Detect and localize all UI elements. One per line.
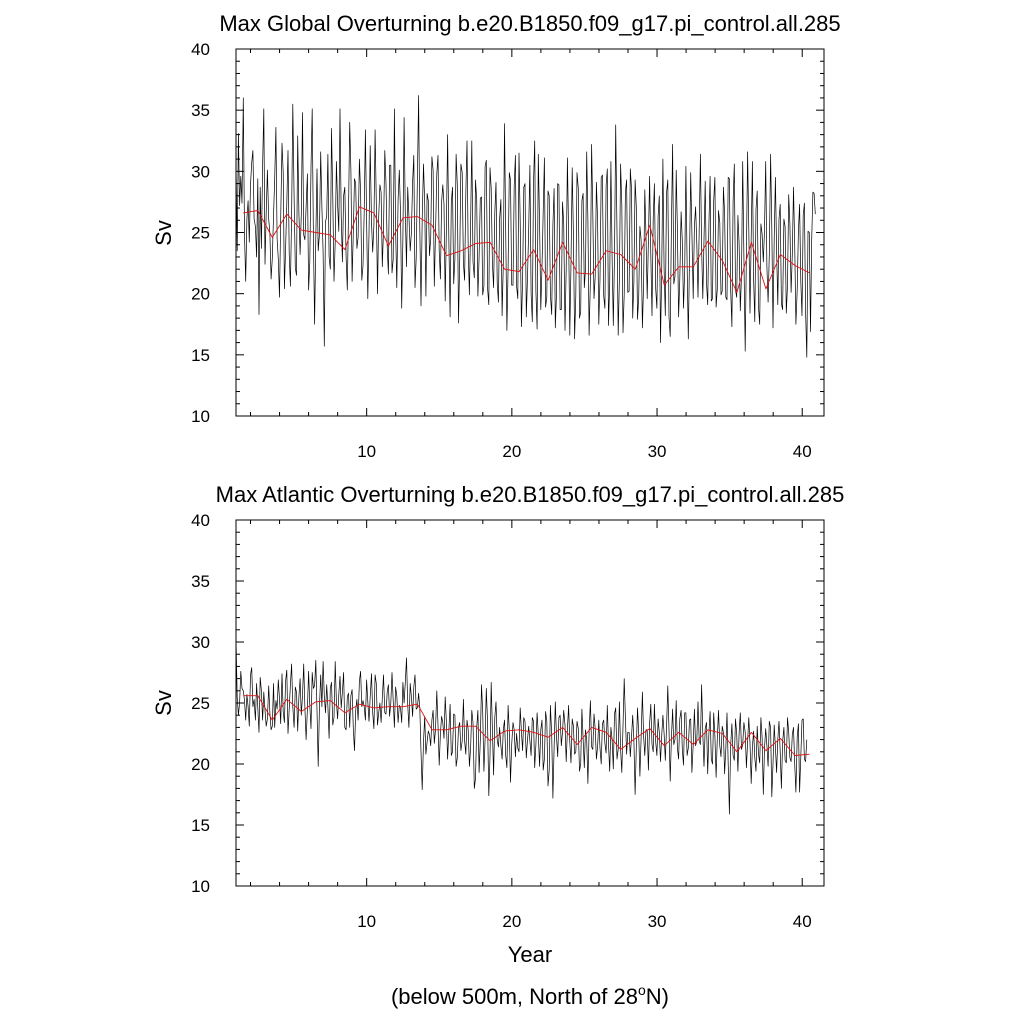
x-tick-labels-global: 10 20 30 40 [357, 442, 811, 461]
y-tick-label: 20 [191, 755, 210, 774]
y-tick-label: 15 [191, 816, 210, 835]
global-overturning-panel: Max Global Overturning b.e20.B1850.f09_g… [151, 11, 841, 461]
y-tick-label: 10 [191, 877, 210, 896]
y-tick-label: 10 [191, 407, 210, 426]
y-tick-label: 25 [191, 224, 210, 243]
series-lines-global [235, 95, 816, 358]
y-tick-label: 40 [191, 40, 210, 59]
y-axis-label-atlantic: Sv [151, 690, 176, 716]
y-tick-label: 30 [191, 633, 210, 652]
x-tick-label: 40 [793, 442, 812, 461]
y-tick-label: 40 [191, 511, 210, 530]
chart-title-global: Max Global Overturning b.e20.B1850.f09_g… [219, 11, 840, 36]
x-tick-label: 10 [357, 912, 376, 931]
x-tick-label: 40 [793, 912, 812, 931]
y-tick-labels-global: 10 15 20 25 30 35 40 [191, 40, 210, 426]
annual-mean-line [243, 695, 810, 756]
plot-frame-atlantic [235, 519, 825, 887]
y-axis-label-global: Sv [151, 220, 176, 246]
y-tick-label: 35 [191, 101, 210, 120]
tick-marks-atlantic [236, 519, 824, 887]
x-axis-label: Year [508, 942, 552, 967]
x-tick-label: 20 [502, 442, 521, 461]
y-tick-label: 30 [191, 162, 210, 181]
chart-title-atlantic: Max Atlantic Overturning b.e20.B1850.f09… [216, 482, 845, 507]
x-tick-label: 20 [502, 912, 521, 931]
series-lines-atlantic [235, 637, 810, 815]
footnote-text-end: N) [646, 984, 669, 1009]
monthly-series-line [235, 637, 808, 815]
monthly-series-line [235, 95, 816, 358]
y-tick-label: 35 [191, 572, 210, 591]
annual-mean-line [243, 206, 810, 293]
x-tick-label: 10 [357, 442, 376, 461]
degree-superscript: o [638, 982, 646, 998]
y-tick-label: 20 [191, 285, 210, 304]
footnote: (below 500m, North of 28oN) [391, 982, 669, 1009]
y-tick-labels-atlantic: 10 15 20 25 30 35 40 [191, 511, 210, 896]
footnote-text: (below 500m, North of 28 [391, 984, 638, 1009]
y-tick-label: 15 [191, 346, 210, 365]
tick-marks-global [236, 48, 824, 417]
x-tick-label: 30 [648, 912, 667, 931]
x-tick-labels-atlantic: 10 20 30 40 [357, 912, 811, 931]
y-tick-label: 25 [191, 694, 210, 713]
plot-frame-global [235, 48, 825, 417]
atlantic-overturning-panel: Max Atlantic Overturning b.e20.B1850.f09… [151, 482, 844, 967]
x-tick-label: 30 [648, 442, 667, 461]
